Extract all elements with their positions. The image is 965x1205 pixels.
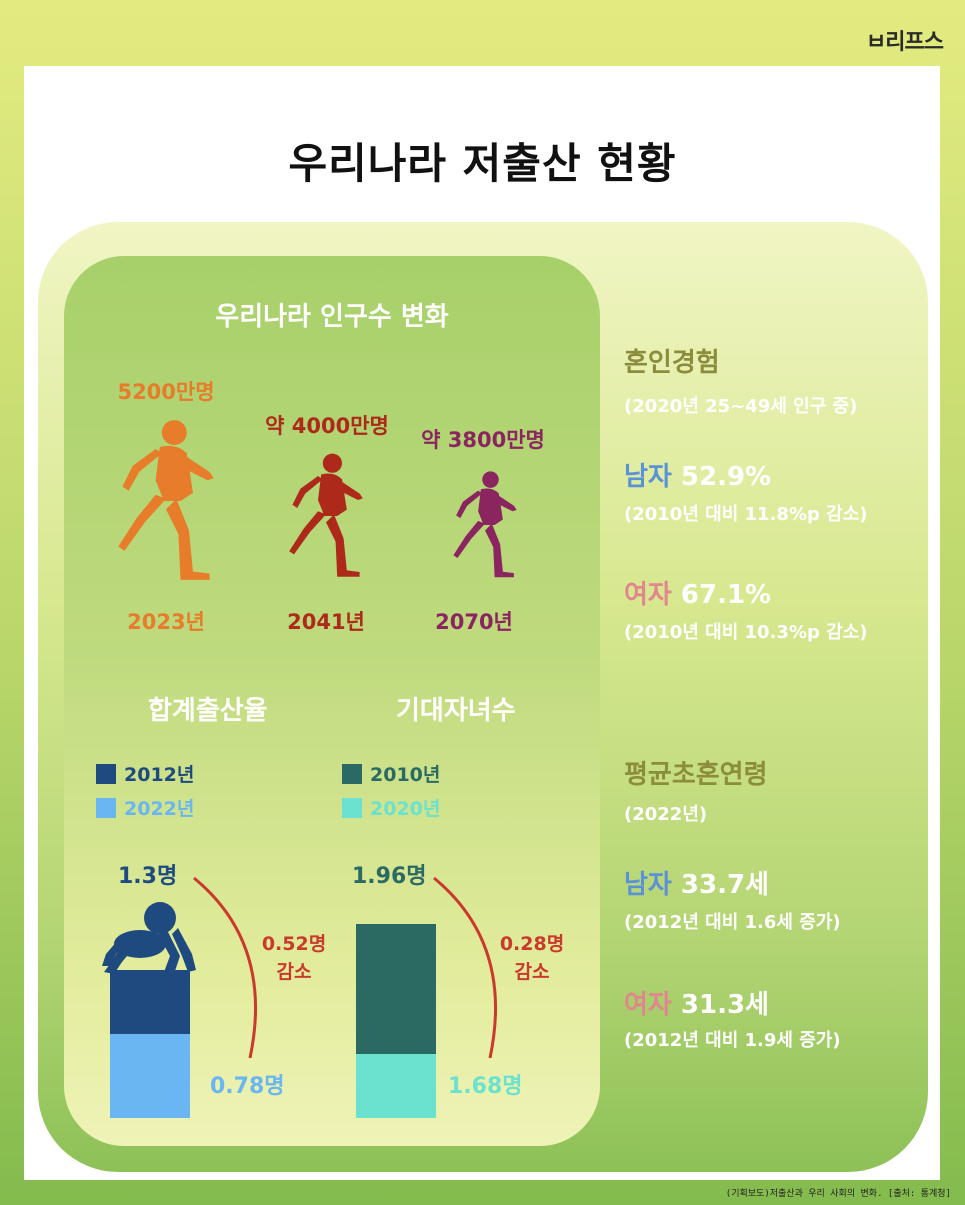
population-year-2070: 2070년: [435, 610, 513, 634]
first-marriage-male-label: 남자: [624, 870, 672, 900]
marriage-male: 남자 52.9%: [624, 456, 771, 493]
fertility-decrease-word: 감소: [276, 961, 312, 983]
children-value-2010: 1.96명: [352, 864, 427, 889]
page-title: 우리나라 저출산 현황: [288, 139, 677, 188]
children-bar-2010: [356, 924, 436, 1054]
marriage-female-note: (2010년 대비 10.3%p 감소): [624, 622, 868, 643]
logo-text: ㅂ리프스: [866, 30, 944, 55]
population-value-2023: 5200만명: [117, 380, 215, 404]
legend-label: 2012년: [124, 764, 195, 786]
children-legend-2010: 2010년: [342, 760, 440, 787]
children-bar-2020: [356, 1054, 436, 1118]
fertility-value-2022: 0.78명: [210, 1074, 285, 1099]
legend-swatch: [96, 763, 116, 784]
fertility-decrease-label: 0.52명 감소: [258, 930, 330, 986]
legend-swatch: [96, 797, 116, 818]
population-value-2041: 약 4000만명: [265, 414, 389, 438]
source-caption: (기획보도)저출산과 우리 사회의 변화. [출처: 통계청]: [725, 1189, 951, 1199]
fertility-bar-2022: [110, 1034, 190, 1118]
first-marriage-male-value: 33.7세: [680, 870, 769, 900]
children-legend-2020: 2020년: [342, 794, 440, 821]
fertility-legend-2022: 2022년: [96, 794, 194, 821]
population-year-2041: 2041년: [287, 610, 365, 634]
expected-children-title: 기대자녀수: [396, 696, 516, 726]
children-decrease-label: 0.28명 감소: [496, 930, 568, 986]
marriage-male-label: 남자: [624, 462, 672, 492]
marriage-male-value: 52.9%: [680, 462, 772, 492]
marriage-female: 여자 67.1%: [624, 574, 771, 611]
first-marriage-female-value: 31.3세: [680, 990, 769, 1020]
first-marriage-subtitle: (2022년): [624, 804, 708, 825]
children-decrease-word: 감소: [514, 961, 550, 983]
fertility-decrease-arc: [193, 876, 257, 1059]
first-marriage-female-label: 여자: [624, 990, 672, 1020]
fertility-legend-2012: 2012년: [96, 760, 194, 787]
population-value-2070: 약 3800만명: [421, 428, 545, 452]
publisher-logo: ㅂ리프스: [866, 24, 944, 56]
runner-large-icon: [118, 420, 214, 580]
runner-small-icon: [453, 471, 517, 578]
marriage-male-note: (2010년 대비 11.8%p 감소): [624, 504, 868, 525]
children-value-2020: 1.68명: [448, 1074, 523, 1099]
children-decrease-value: 0.28명: [499, 933, 565, 955]
marriage-heading: 혼인경험: [624, 348, 720, 378]
first-marriage-male-note: (2012년 대비 1.6세 증가): [624, 912, 841, 933]
legend-label: 2022년: [124, 798, 195, 820]
crawling-baby-icon: [102, 902, 196, 974]
fertility-bar-2012: [110, 970, 190, 1034]
legend-label: 2020년: [370, 798, 441, 820]
marriage-female-value: 67.1%: [680, 580, 772, 610]
population-year-2023: 2023년: [127, 610, 205, 634]
fertility-value-2012: 1.3명: [118, 864, 178, 889]
legend-label: 2010년: [370, 764, 441, 786]
first-marriage-heading: 평균초혼연령: [624, 760, 768, 790]
marriage-subtitle: (2020년 25~49세 인구 중): [624, 396, 858, 417]
runner-medium-icon: [289, 453, 363, 577]
population-title: 우리나라 인구수 변화: [215, 302, 449, 332]
first-marriage-male: 남자 33.7세: [624, 864, 769, 901]
first-marriage-female-note: (2012년 대비 1.9세 증가): [624, 1030, 841, 1051]
legend-swatch: [342, 763, 362, 784]
children-decrease-arc: [433, 876, 497, 1059]
marriage-female-label: 여자: [624, 580, 672, 610]
fertility-title: 합계출산율: [148, 696, 268, 726]
legend-swatch: [342, 797, 362, 818]
first-marriage-female: 여자 31.3세: [624, 984, 769, 1021]
fertility-decrease-value: 0.52명: [261, 933, 327, 955]
